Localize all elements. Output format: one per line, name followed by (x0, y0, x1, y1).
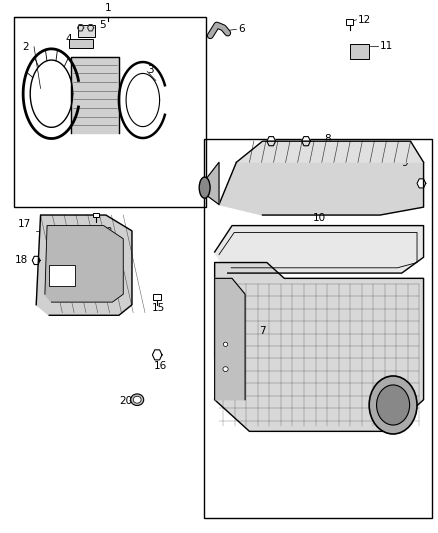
Text: 18: 18 (99, 227, 113, 237)
Text: 7: 7 (259, 326, 266, 336)
Polygon shape (45, 225, 123, 302)
Polygon shape (219, 162, 424, 215)
Text: 5: 5 (99, 20, 106, 30)
Polygon shape (267, 136, 276, 146)
Circle shape (369, 376, 417, 434)
FancyBboxPatch shape (153, 294, 161, 300)
Text: 14: 14 (232, 341, 245, 351)
Text: 17: 17 (18, 219, 31, 229)
Ellipse shape (133, 396, 141, 403)
Polygon shape (215, 263, 424, 431)
Ellipse shape (199, 177, 210, 198)
Polygon shape (205, 162, 219, 205)
Text: 1: 1 (105, 4, 111, 13)
Polygon shape (78, 25, 84, 31)
Text: 15: 15 (152, 303, 165, 313)
Polygon shape (32, 256, 40, 264)
Text: 12: 12 (358, 15, 371, 25)
Polygon shape (417, 179, 426, 188)
Polygon shape (152, 350, 162, 360)
Ellipse shape (223, 342, 228, 346)
Text: 6: 6 (239, 25, 245, 34)
Text: 11: 11 (380, 41, 393, 51)
Ellipse shape (223, 367, 228, 372)
Polygon shape (71, 56, 119, 133)
Text: 10: 10 (313, 213, 326, 223)
Polygon shape (88, 25, 94, 31)
Polygon shape (237, 141, 424, 162)
FancyBboxPatch shape (346, 19, 353, 25)
FancyBboxPatch shape (93, 213, 99, 217)
FancyBboxPatch shape (350, 44, 369, 59)
Text: 9: 9 (402, 158, 408, 168)
Text: 3: 3 (147, 65, 154, 75)
FancyBboxPatch shape (78, 25, 95, 37)
Text: 18: 18 (15, 255, 28, 265)
Ellipse shape (131, 394, 144, 406)
Text: 20: 20 (119, 396, 132, 406)
Polygon shape (36, 215, 132, 316)
Circle shape (377, 385, 410, 425)
Text: 2: 2 (22, 42, 28, 52)
Text: 16: 16 (154, 361, 167, 371)
Ellipse shape (220, 365, 231, 374)
FancyBboxPatch shape (69, 39, 93, 49)
Ellipse shape (221, 340, 230, 349)
Text: 8: 8 (325, 134, 331, 143)
Text: 4: 4 (66, 34, 72, 44)
Polygon shape (215, 225, 424, 273)
FancyBboxPatch shape (49, 265, 75, 286)
Text: 13: 13 (234, 367, 247, 377)
Polygon shape (215, 278, 245, 400)
Polygon shape (302, 136, 311, 146)
